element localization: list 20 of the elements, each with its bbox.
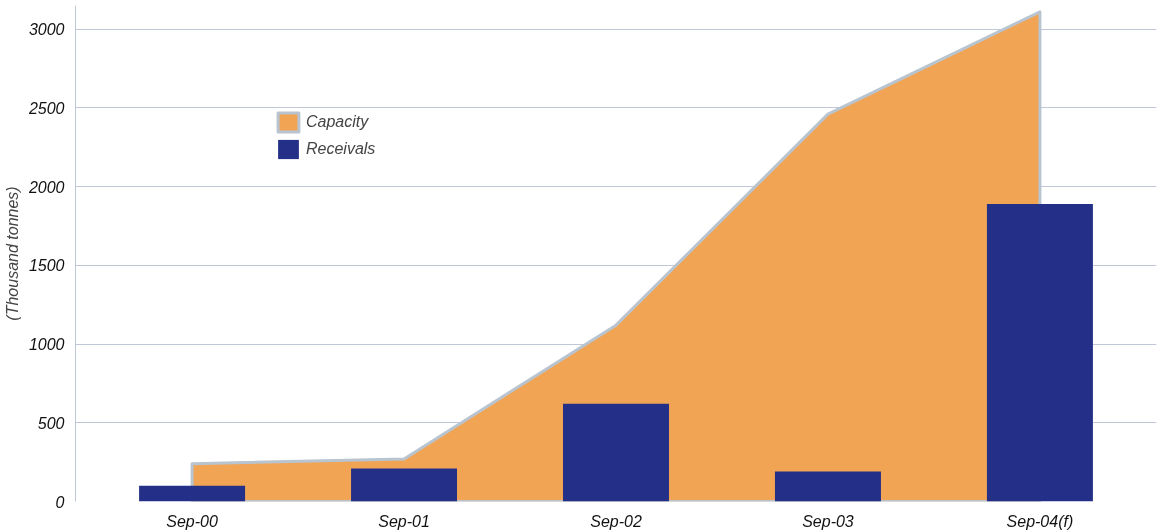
y-axis-title: (Thousand tonnes) — [3, 186, 21, 321]
y-tick-label: 1500 — [28, 257, 65, 275]
x-tick-label: Sep-00 — [166, 512, 218, 530]
bar — [986, 203, 1093, 502]
y-tick-label: 0 — [55, 493, 65, 511]
legend-label: Capacity — [306, 113, 369, 131]
y-tick-label: 500 — [37, 414, 65, 432]
y-tick-label: 2500 — [27, 99, 65, 117]
y-tick-label: 1000 — [28, 336, 65, 354]
x-tick-label: Sep-02 — [590, 512, 642, 530]
y-tick-label: 3000 — [28, 21, 65, 39]
bar — [351, 468, 458, 502]
x-tick-label: Sep-04(f) — [1006, 512, 1074, 530]
y-tick-label: 2000 — [27, 178, 65, 196]
bar — [563, 403, 669, 502]
bar — [774, 471, 881, 502]
bar — [139, 485, 246, 502]
x-tick-label: Sep-03 — [802, 512, 854, 530]
legend-label: Receivals — [306, 140, 376, 158]
x-tick-label: Sep-01 — [378, 512, 430, 530]
